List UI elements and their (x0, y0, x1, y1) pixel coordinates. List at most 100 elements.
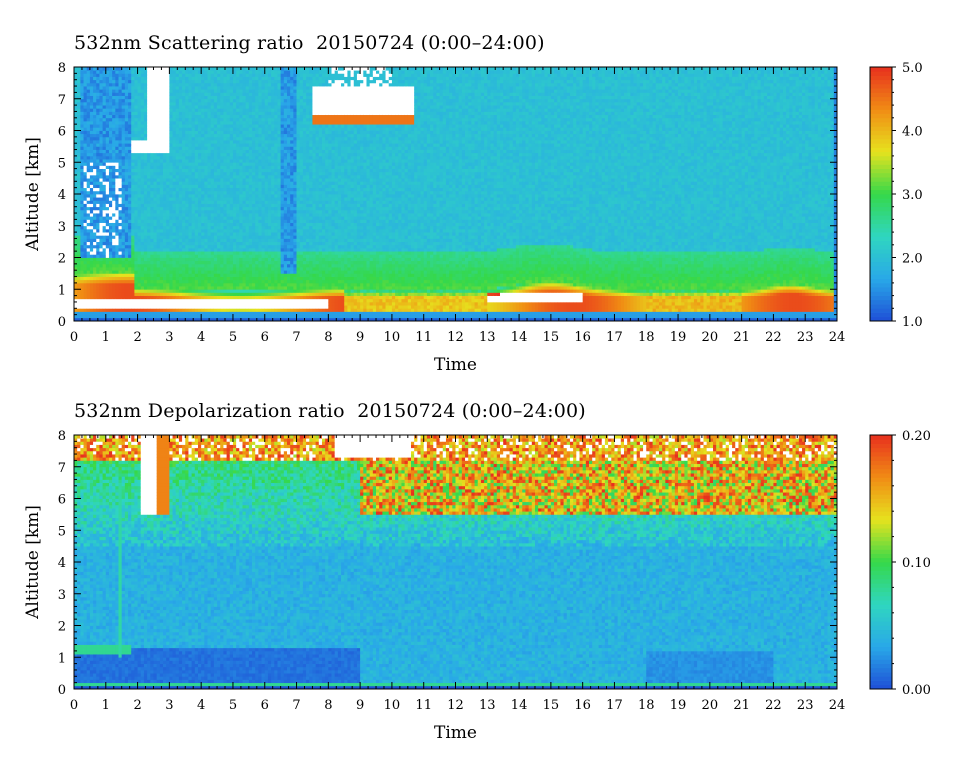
heatmap-cell (150, 203, 154, 208)
heatmap-cell (229, 263, 234, 268)
heatmap-cell (153, 111, 158, 116)
heatmap-cell (153, 209, 158, 214)
heatmap-cell (191, 213, 196, 217)
heatmap-cell (143, 82, 148, 87)
heatmap-cell (261, 254, 266, 258)
heatmap-cell (156, 216, 161, 220)
heatmap-cell (207, 178, 212, 182)
heatmap-cell (137, 171, 142, 176)
heatmap-cell (86, 178, 91, 182)
heatmap-cell (156, 178, 161, 182)
heatmap-cell (258, 89, 262, 93)
heatmap-cell (74, 136, 78, 141)
heatmap-cell (264, 228, 269, 233)
heatmap-cell (86, 289, 91, 293)
heatmap-cell (248, 178, 253, 182)
heatmap-cell (86, 181, 91, 185)
heatmap-cell (77, 244, 81, 249)
heatmap-cell (108, 136, 113, 141)
heatmap-cell (236, 67, 240, 71)
heatmap-cell (150, 219, 154, 223)
heatmap-cell (89, 79, 94, 84)
heatmap-cell (143, 289, 148, 293)
heatmap-cell (267, 111, 272, 116)
heatmap-cell (86, 267, 91, 271)
heatmap-cell (245, 76, 250, 81)
heatmap-cell (166, 219, 170, 223)
heatmap-cell (239, 276, 243, 281)
heatmap-cell (115, 263, 119, 268)
heatmap-cell (137, 279, 142, 284)
heatmap-cell (220, 254, 224, 258)
heatmap-cell (108, 209, 113, 214)
heatmap-cell (140, 222, 145, 227)
heatmap-cell (191, 136, 196, 141)
heatmap-cell (86, 308, 91, 312)
heatmap-cell (258, 111, 262, 116)
heatmap-cell (226, 308, 231, 312)
heatmap-cell (197, 190, 202, 195)
heatmap-cell (264, 251, 269, 255)
heatmap-cell (159, 305, 164, 309)
heatmap-cell (80, 282, 84, 287)
heatmap-cell (255, 244, 259, 249)
heatmap-cell (248, 314, 253, 319)
heatmap-cell (102, 155, 107, 160)
heatmap-cell (153, 162, 158, 166)
heatmap-cell (143, 105, 148, 109)
heatmap-cell (182, 130, 186, 135)
heatmap-cell (96, 76, 100, 81)
heatmap-cell (226, 79, 231, 84)
heatmap-cell (226, 114, 231, 119)
heatmap-cell (261, 225, 266, 230)
heatmap-cell (74, 308, 78, 312)
heatmap-cell (252, 108, 256, 112)
heatmap-cell (156, 67, 161, 71)
heatmap-cell (83, 289, 88, 293)
heatmap-cell (213, 244, 218, 249)
heatmap-cell (210, 222, 215, 227)
heatmap-cell (140, 130, 145, 135)
heatmap-cell (137, 209, 142, 214)
heatmap-cell (131, 298, 135, 303)
heatmap-cell (102, 178, 107, 182)
heatmap-cell (223, 155, 227, 160)
heatmap-cell (242, 92, 247, 96)
heatmap-cell (128, 194, 132, 198)
heatmap-cell (239, 152, 243, 157)
heatmap-cell (232, 86, 237, 90)
heatmap-cell (207, 267, 212, 271)
heatmap-cell (239, 95, 243, 100)
heatmap-cell (232, 171, 237, 176)
heatmap-cell (242, 203, 247, 208)
heatmap-cell (166, 136, 170, 141)
heatmap-cell (134, 165, 138, 169)
heatmap-cell (223, 286, 227, 290)
heatmap-cell (93, 149, 97, 154)
heatmap-cell (131, 136, 135, 141)
heatmap-cell (108, 111, 113, 116)
heatmap-cell (220, 70, 224, 74)
heatmap-cell (172, 282, 177, 287)
heatmap-cell (258, 67, 262, 71)
heatmap-cell (86, 187, 91, 192)
heatmap-cell (108, 178, 113, 182)
heatmap-cell (77, 197, 81, 201)
heatmap-cell (194, 165, 199, 169)
heatmap-cell (159, 184, 164, 189)
heatmap-cell (153, 295, 158, 300)
heatmap-cell (86, 238, 91, 243)
heatmap-cell (89, 286, 94, 290)
heatmap-cell (153, 225, 158, 230)
heatmap-cell (105, 111, 110, 116)
heatmap-cell (137, 190, 142, 195)
heatmap-cell (118, 260, 123, 265)
heatmap-cell (143, 213, 148, 217)
heatmap-cell (112, 194, 116, 198)
heatmap-cell (140, 200, 145, 204)
heatmap-cell (178, 130, 183, 135)
heatmap-cell (131, 289, 135, 293)
heatmap-cell (194, 194, 199, 198)
heatmap-cell (124, 174, 129, 179)
heatmap-cell (194, 133, 199, 138)
